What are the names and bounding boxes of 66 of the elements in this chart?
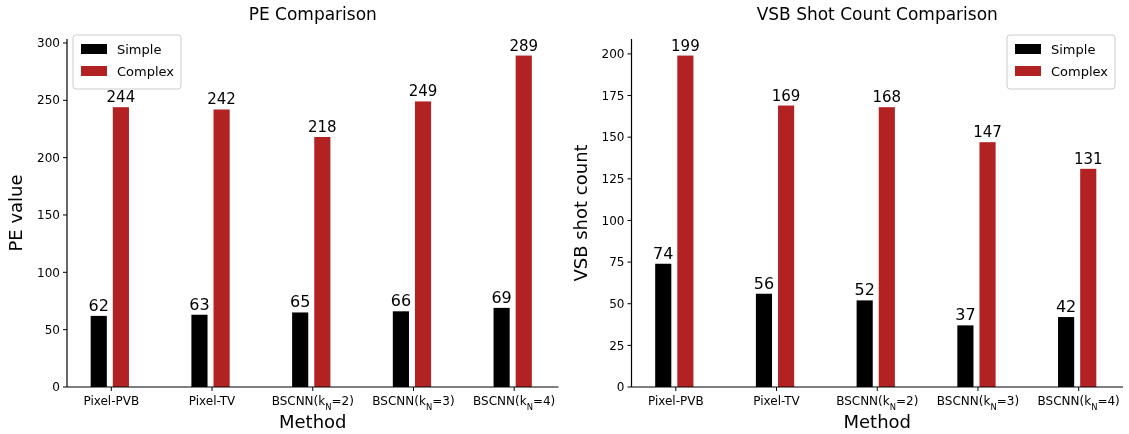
x-tick-label: BSCNN(k$_{N}$=4) [1037,394,1120,412]
data-label: 69 [491,287,512,307]
data-label: 289 [509,36,539,55]
data-label: 218 [308,118,337,136]
legend-label: Complex [1051,63,1109,79]
data-label: 199 [671,36,700,55]
x-tick-label: BSCNN(k$_{N}$=2) [271,394,354,412]
x-axis-title: Method [843,411,912,432]
bar [515,55,532,387]
data-label: 52 [854,280,875,300]
y-tick-label: 50 [609,296,625,311]
data-label: 42 [1055,297,1077,317]
x-tick-label: BSCNN(k$_{N}$=3) [936,394,1020,412]
x-tick-label: BSCNN(k$_{N}$=3) [372,394,455,412]
data-label: 63 [189,294,210,314]
bar [677,55,694,387]
data-label: 65 [290,292,311,312]
legend-label: Simple [1051,41,1096,57]
data-label: 56 [753,273,775,293]
y-tick-label: 100 [37,265,60,280]
data-label: 147 [973,123,1002,142]
data-label: 66 [390,291,412,311]
legend-label: Simple [117,41,162,57]
y-tick-label: 0 [616,380,625,395]
y-tick-label: 200 [37,150,60,165]
y-tick-label: 300 [37,36,60,51]
chart-title: PE Comparison [248,4,377,24]
x-axis-title: Method [278,411,347,432]
bar [213,109,230,387]
legend-label: Complex [117,63,175,79]
data-label: 249 [408,82,438,101]
data-label: 74 [653,243,674,263]
y-tick-label: 200 [601,47,625,62]
x-tick-label: BSCNN(k$_{N}$=2) [836,394,919,412]
y-tick-label: 50 [44,322,60,337]
y-axis-title: PE value [5,174,26,252]
x-tick-label: BSCNN(k$_{N}$=4) [473,394,556,412]
y-tick-label: 175 [601,88,625,103]
data-label: 62 [88,295,109,315]
data-label: 131 [1073,149,1103,168]
y-tick-label: 250 [37,93,60,108]
x-tick-label: Pixel-TV [188,394,237,408]
data-label: 169 [771,86,801,105]
y-tick-label: 25 [609,338,625,353]
data-label: 242 [207,90,236,109]
bar [778,105,795,387]
bar [414,101,432,387]
bar [878,107,895,387]
data-label: 168 [872,88,902,107]
bar [979,142,996,387]
x-tick-label: Pixel-TV [753,394,801,408]
chart-title: VSB Shot Count Comparison [756,4,998,24]
y-tick-label: 150 [601,130,625,145]
y-tick-label: 150 [37,208,60,223]
y-axis-title: VSB shot count [569,144,591,282]
y-tick-label: 125 [601,172,625,187]
bar [314,137,331,387]
x-tick-label: Pixel-PVB [647,394,704,408]
x-tick-label: Pixel-PVB [83,394,140,408]
y-tick-label: 0 [52,380,60,395]
bar [112,107,129,387]
y-tick-label: 100 [601,213,625,228]
y-tick-label: 75 [609,255,625,270]
bar [1080,168,1097,387]
data-label: 244 [106,88,136,107]
data-label: 37 [955,305,976,325]
